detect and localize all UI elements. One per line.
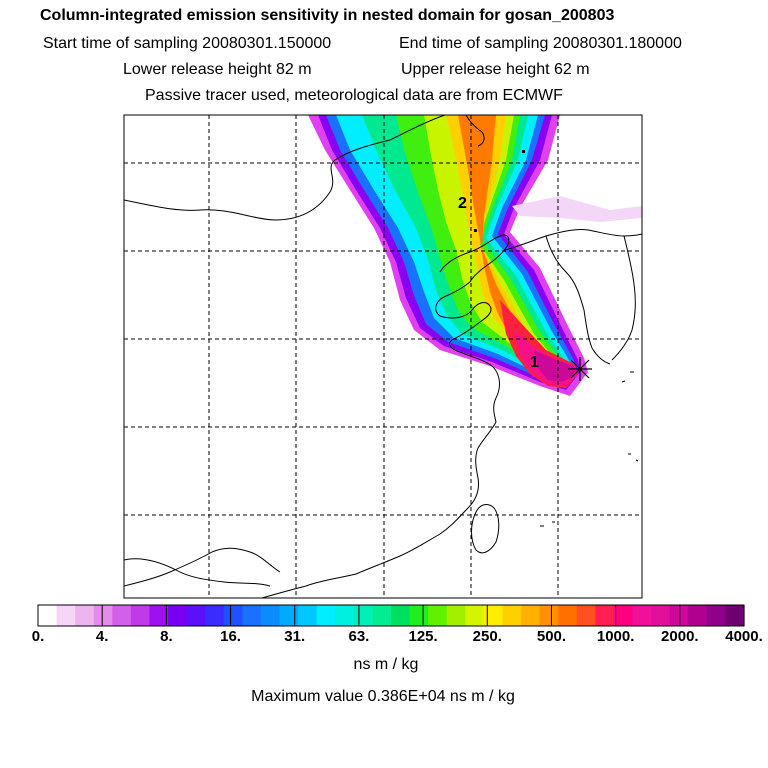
coastline-mainland: [124, 115, 446, 221]
colorbar-cell: [706, 605, 727, 626]
colorbar-units: ns m / kg: [353, 656, 419, 673]
colorbar-cell: [38, 605, 58, 626]
map-label-2: 2: [458, 195, 467, 212]
coastline-islands: [540, 371, 639, 527]
colorbar-cell: [298, 605, 318, 626]
colorbar-cell: [539, 605, 559, 626]
colorbar-cells: [38, 605, 745, 626]
colorbar-cell: [632, 605, 652, 626]
coastline-bohai: [439, 234, 510, 283]
colorbar-tick-label: 16.: [220, 628, 241, 645]
plume-faint-patch: [512, 196, 642, 222]
map-label-1: 1: [530, 354, 539, 371]
coastline-south: [124, 547, 281, 587]
colorbar-dividers: [37, 605, 745, 626]
colorbar-tick-label: 1000.: [596, 628, 635, 645]
colorbar-cell: [93, 605, 113, 626]
plot-title: Column-integrated emission sensitivity i…: [40, 7, 615, 24]
colorbar-cell: [502, 605, 522, 626]
coastline-mid-land: [124, 558, 271, 587]
coastline-shandong: [459, 351, 500, 509]
colorbar-tick-label: 8.: [160, 628, 173, 645]
plume-layer-deep-pink: [534, 350, 574, 382]
plume-layer-orange: [458, 115, 548, 368]
colorbar-cell: [335, 605, 355, 626]
coastline-korea-east: [611, 235, 636, 361]
tracer-note: Passive tracer used, meteorological data…: [145, 87, 563, 104]
colorbar-tick-label: 500.: [536, 628, 567, 645]
colorbar-cell: [75, 605, 95, 626]
colorbar-cell: [613, 605, 634, 626]
start-time-label: Start time of sampling 20080301.150000: [43, 35, 332, 52]
colorbar-cell: [223, 605, 243, 626]
colorbar-cell: [56, 605, 76, 626]
colorbar-cell: [391, 605, 411, 626]
colorbar-tick-label: 31.: [284, 628, 306, 645]
colorbar-cell: [372, 605, 392, 626]
maximum-value-label: Maximum value 0.386E+04 ns m / kg: [251, 688, 515, 705]
coastline-north: [465, 115, 485, 147]
grid: [124, 115, 642, 598]
upper-height-label: Upper release height 62 m: [401, 61, 590, 78]
colorbar-cell: [353, 605, 374, 626]
colorbar-cell: [428, 605, 448, 626]
colorbar-cell: [409, 605, 429, 626]
colorbar-tick-label: 2000.: [661, 628, 699, 645]
colorbar-cell: [483, 605, 504, 626]
marker-dot: [474, 229, 477, 232]
plume: [308, 115, 642, 396]
colorbar: [37, 604, 745, 627]
colorbar-cell: [149, 605, 169, 626]
colorbar-cell: [725, 605, 745, 626]
lower-height-label: Lower release height 82 m: [123, 61, 312, 78]
colorbar-cell: [186, 605, 206, 626]
colorbar-cell: [260, 605, 281, 626]
colorbar-frame: [37, 604, 745, 627]
colorbar-cell: [521, 605, 541, 626]
colorbar-cell: [446, 605, 466, 626]
colorbar-tick-label: 250.: [472, 628, 502, 645]
colorbar-tick-label: 4000.: [725, 628, 763, 645]
coastline-east-china: [261, 507, 469, 598]
colorbar-cell: [316, 605, 336, 626]
colorbar-tick-label: 4.: [95, 628, 109, 645]
plume-layer-lime: [424, 115, 556, 372]
map-frame: [123, 114, 643, 599]
colorbar-cell: [130, 605, 151, 626]
colorbar-cell: [465, 605, 485, 626]
end-time-label: End time of sampling 20080301.180000: [399, 35, 682, 52]
coastline-korea: [504, 229, 642, 251]
sensitivity-map: 2 1: [123, 114, 643, 599]
colorbar-tick-label: 0.: [31, 628, 45, 645]
colorbar-cell: [112, 605, 132, 626]
colorbar-tick-label: 63.: [348, 628, 370, 645]
colorbar-cell: [688, 605, 708, 626]
colorbar-cell: [205, 605, 225, 626]
coastline-taiwan: [471, 504, 500, 554]
colorbar-cell: [168, 605, 188, 626]
receptor-star-icon: [568, 357, 592, 381]
colorbar-cell: [669, 605, 689, 626]
colorbar-tick-label: 125.: [408, 628, 438, 645]
colorbar-cell: [651, 605, 671, 626]
colorbar-cell: [242, 605, 262, 626]
colorbar-cell: [279, 605, 299, 626]
marker-dot: [522, 150, 525, 153]
colorbar-cell: [576, 605, 596, 626]
colorbar-cell: [558, 605, 578, 626]
colorbar-cell: [595, 605, 615, 626]
